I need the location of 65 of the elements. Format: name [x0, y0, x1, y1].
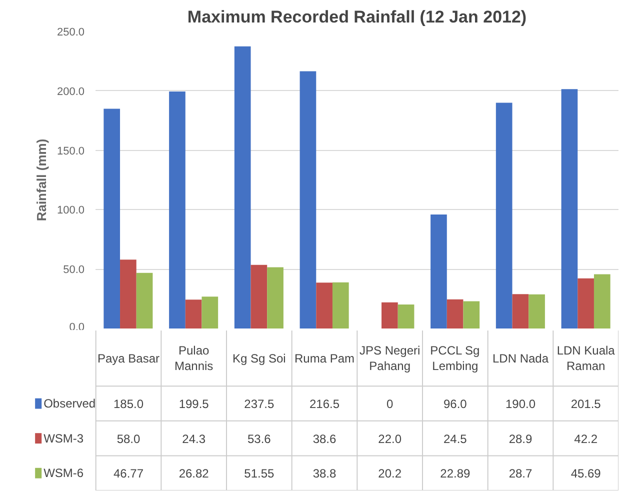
data-label: 96.0	[443, 397, 468, 412]
data-label: 0	[386, 397, 394, 412]
data-label: 22.89	[440, 466, 471, 481]
x-tick-label: Pulao Mannis	[174, 344, 214, 374]
data-label: 20.2	[378, 466, 402, 481]
bar	[430, 214, 447, 328]
bar	[104, 108, 120, 328]
y-axis-title: Rainfall (mm)	[34, 138, 49, 222]
bar	[234, 46, 251, 328]
bar	[202, 296, 218, 328]
bar	[267, 267, 284, 328]
data-label: 190.0	[505, 397, 536, 412]
bar	[496, 102, 512, 328]
y-tick-label: 250.0	[56, 26, 85, 38]
data-label: 22.0	[378, 432, 402, 446]
legend-label: Observed	[44, 396, 96, 411]
bar	[382, 302, 398, 328]
data-label: 42.2	[574, 432, 598, 446]
data-label: 24.5	[443, 432, 468, 446]
bar	[398, 304, 414, 328]
data-label: 28.7	[508, 466, 533, 481]
bar	[120, 260, 136, 328]
bar	[561, 89, 578, 328]
x-tick-label: PCCL Sg Lembing	[430, 344, 480, 374]
data-label: 216.5	[309, 397, 340, 412]
bar	[463, 301, 480, 328]
bar	[594, 274, 610, 328]
data-label: 46.77	[113, 466, 144, 481]
chart-title: Maximum Recorded Rainfall (12 Jan 2012)	[187, 8, 527, 26]
y-tick-label: 150.0	[56, 145, 85, 158]
data-label: 185.0	[113, 397, 144, 412]
data-label: 28.9	[508, 432, 533, 446]
y-tick-label: 200.0	[56, 86, 85, 98]
data-label: 53.6	[247, 432, 272, 446]
data-label: 26.82	[178, 466, 210, 481]
x-tick-label: JPS Negeri Pahang	[359, 344, 420, 374]
data-label: 237.5	[244, 397, 275, 412]
bar	[136, 272, 153, 328]
bar	[169, 91, 186, 328]
x-tick-label: Paya Basar	[97, 351, 160, 366]
data-label: 51.55	[244, 466, 275, 481]
data-label: 24.3	[182, 432, 206, 446]
data-label: 201.5	[570, 397, 602, 412]
x-tick-label: LDN Kuala Raman	[556, 344, 616, 374]
y-tick-label: 50.0	[63, 264, 85, 276]
x-tick-label: Kg Sg Soi	[232, 351, 286, 366]
data-label: 45.69	[570, 466, 602, 481]
x-tick-label: LDN Nada	[492, 351, 549, 366]
data-label: 58.0	[116, 432, 141, 446]
data-label: 199.5	[178, 397, 210, 412]
bar	[578, 278, 594, 328]
bar	[332, 282, 349, 328]
data-label: 38.8	[312, 466, 337, 481]
bar	[185, 300, 202, 328]
bar	[250, 264, 268, 328]
bar	[512, 294, 529, 328]
bar	[446, 299, 464, 328]
legend-label: WSM-6	[44, 466, 84, 480]
data-label: 38.6	[312, 432, 337, 446]
bar	[528, 294, 545, 328]
bar	[300, 71, 316, 328]
legend-label: WSM-3	[44, 431, 84, 446]
bar	[316, 282, 332, 328]
x-tick-label: Ruma Pam	[294, 351, 355, 366]
y-tick-label: 100.0	[56, 204, 85, 217]
